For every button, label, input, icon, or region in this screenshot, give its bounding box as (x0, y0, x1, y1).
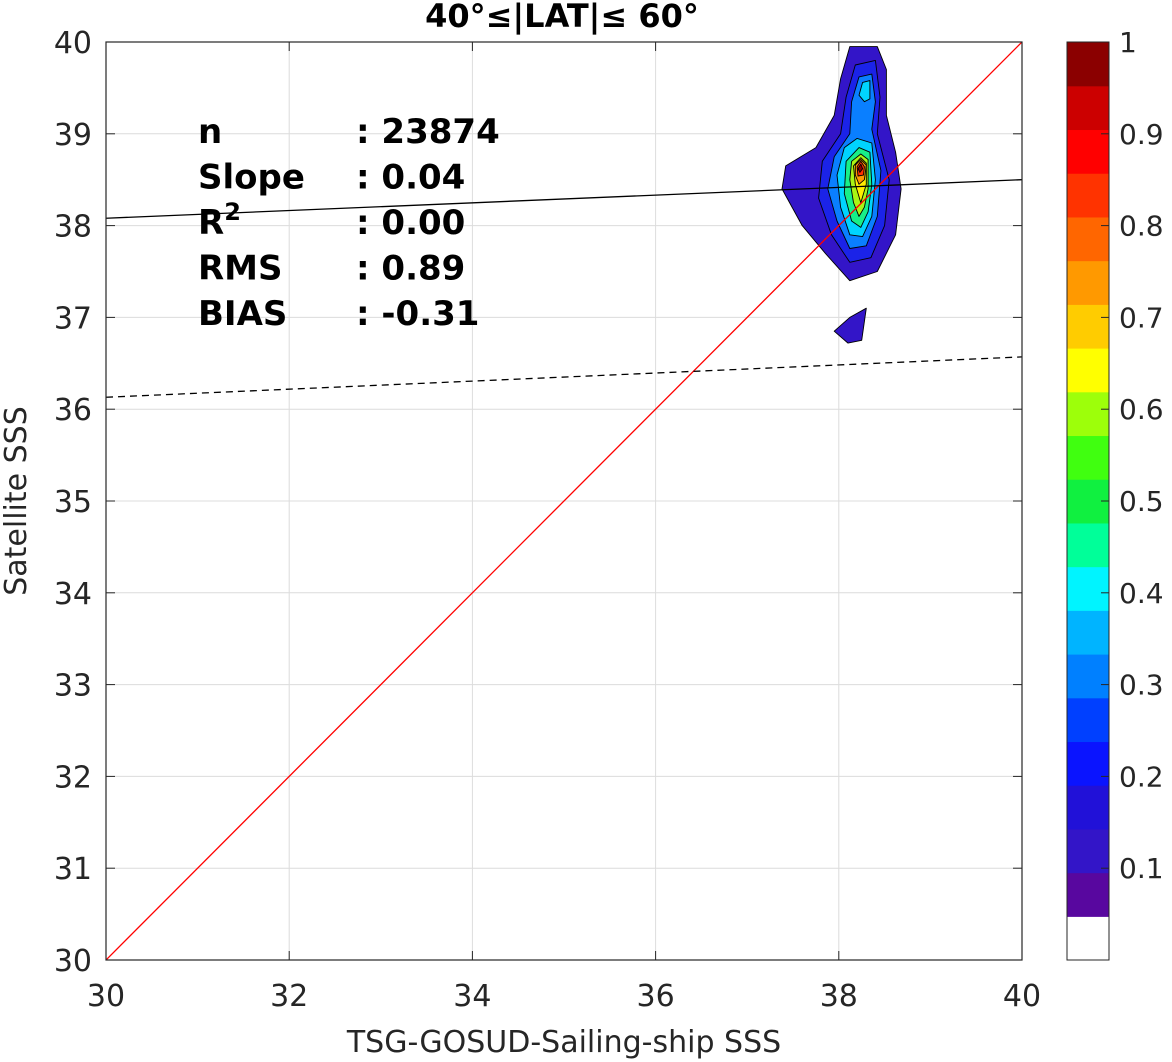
y-tick-label: 33 (54, 669, 92, 704)
y-tick-label: 31 (54, 852, 92, 887)
reference-lines (106, 42, 1022, 960)
colorbar-tick-label: 0.2 (1119, 760, 1164, 793)
y-tick-label: 30 (54, 944, 92, 979)
colorbar-segment (1067, 610, 1109, 655)
y-axis-label: Satellite SSS (0, 406, 34, 596)
colorbar-segment (1067, 85, 1109, 131)
stat-value: : -0.31 (356, 294, 479, 334)
colorbar-tick-label: 0.6 (1119, 393, 1164, 426)
density-contour (857, 163, 864, 173)
density-contour (833, 307, 867, 344)
regression-fit-line (106, 179, 1022, 219)
x-tick-label: 36 (637, 979, 675, 1014)
y-tick-label: 35 (54, 485, 92, 520)
colorbar-segment (1067, 173, 1109, 218)
colorbar-segment (1067, 129, 1109, 174)
stat-label: BIAS (198, 294, 287, 334)
colorbar-segment (1067, 391, 1109, 437)
colorbar-segment (1067, 216, 1109, 262)
colorbar-segment (1067, 654, 1109, 699)
density-contours (781, 46, 902, 344)
colorbar-tick-label: 0.9 (1119, 118, 1164, 151)
colorbar-segment (1067, 435, 1109, 480)
colorbar-tick-label: 0.1 (1119, 852, 1164, 885)
stat-label: Slope (198, 158, 305, 198)
y-tick-label: 38 (54, 210, 92, 245)
one-to-one-line (106, 42, 1022, 960)
colorbar-tick-label: 0.4 (1119, 577, 1164, 610)
colorbar-tick-label: 1 (1119, 26, 1137, 59)
colorbar-tick-label: 0.5 (1119, 485, 1164, 518)
stat-value: : 23874 (356, 112, 500, 152)
colorbar-tick-label: 0.7 (1119, 301, 1164, 334)
axis-ticks: 30 32 34 36 38 40 30 31 32 33 34 35 36 37 38 39 40 (54, 26, 1041, 1014)
regression-fit-offset-line (106, 356, 1022, 398)
stat-value: : 0.00 (356, 203, 465, 243)
x-tick-label: 30 (87, 979, 125, 1014)
stat-label: n (198, 112, 222, 152)
stat-superscript: 2 (224, 198, 241, 226)
colorbar-segment (1067, 785, 1109, 830)
stat-label: RMS (198, 249, 283, 289)
y-tick-label: 36 (54, 393, 92, 428)
colorbar-segment (1067, 348, 1109, 393)
x-tick-label: 34 (453, 979, 491, 1014)
colorbar-segment (1067, 916, 1109, 961)
colorbar-segment (1067, 697, 1109, 743)
colorbar-segment (1067, 522, 1109, 568)
y-tick-label: 39 (54, 118, 92, 153)
statistics-box: n : 23874 Slope : 0.04 R2 : 0.00 RMS : 0.89 BIAS… (198, 112, 500, 334)
y-tick-label: 37 (54, 301, 92, 336)
colorbar-segment (1067, 828, 1109, 874)
colorbar-segment (1067, 872, 1109, 917)
x-tick-label: 32 (270, 979, 308, 1014)
colorbar-segment (1067, 566, 1109, 611)
colorbar-segment (1067, 260, 1109, 305)
y-tick-label: 32 (54, 760, 92, 795)
colorbar-tick-label: 0.3 (1119, 669, 1164, 702)
colorbar-tick-label: 0.8 (1119, 210, 1164, 243)
y-tick-label: 34 (54, 577, 92, 612)
x-tick-label: 38 (820, 979, 858, 1014)
x-tick-label: 40 (1003, 979, 1041, 1014)
colorbar-segment (1067, 741, 1109, 786)
colorbar-segment (1067, 304, 1109, 349)
stat-value: : 0.89 (356, 249, 465, 289)
stat-value: : 0.04 (356, 158, 465, 198)
x-axis-label: TSG-GOSUD-Sailing-ship SSS (346, 1025, 781, 1060)
colorbar: 0.1 0.2 0.3 0.4 0.5 0.6 0.7 0.8 0.9 1 (1066, 26, 1164, 961)
density-contour (858, 80, 871, 103)
colorbar-segment (1067, 42, 1109, 87)
stat-label: R2 (198, 198, 241, 243)
y-tick-label: 40 (54, 26, 92, 61)
chart-title: 40°≤|LAT|≤ 60° (425, 0, 699, 36)
